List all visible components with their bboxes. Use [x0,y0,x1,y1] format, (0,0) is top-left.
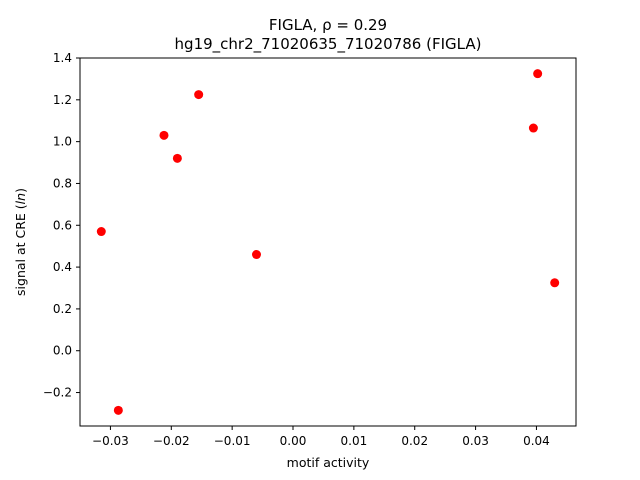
x-tick-label: −0.03 [92,434,129,448]
chart-title-line1: FIGLA, ρ = 0.29 [269,16,387,34]
plot-area-frame [79,57,577,427]
y-tick-label: −0.2 [43,386,72,400]
data-point [194,90,204,100]
x-tick-label: 0.02 [401,434,428,448]
data-point [251,250,261,260]
chart-title-line2: hg19_chr2_71020635_71020786 (FIGLA) [175,35,482,54]
x-tick-label: 0.04 [523,434,550,448]
x-tick-label: 0.03 [462,434,489,448]
y-tick-label: 0.4 [53,260,72,274]
y-tick-label: 1.4 [53,51,72,65]
y-tick-label: 0.6 [53,218,72,232]
data-point [528,123,538,133]
y-axis-ticks: −0.2 0.0 0.2 0.4 0.6 0.8 1.0 1.2 1.4 [43,51,80,400]
x-tick-label: 0.00 [280,434,307,448]
y-tick-label: 0.2 [53,302,72,316]
x-tick-label: −0.01 [214,434,251,448]
data-points [96,69,560,415]
y-tick-label: 1.0 [53,135,72,149]
data-point [550,278,560,288]
x-tick-label: 0.01 [341,434,368,448]
y-tick-label: 0.0 [53,344,72,358]
x-axis-ticks: −0.03 −0.02 −0.01 0.00 0.01 0.02 0.03 0.04 [92,426,550,448]
y-tick-label: 1.2 [53,93,72,107]
data-point [172,153,182,163]
x-tick-label: −0.02 [153,434,190,448]
data-point [96,227,106,237]
y-tick-label: 0.8 [53,176,72,190]
x-axis-label: motif activity [287,455,370,470]
data-point [159,130,169,140]
y-axis-label: signal at CRE (ln) [13,188,28,296]
data-point [113,405,123,415]
data-point [533,69,543,79]
